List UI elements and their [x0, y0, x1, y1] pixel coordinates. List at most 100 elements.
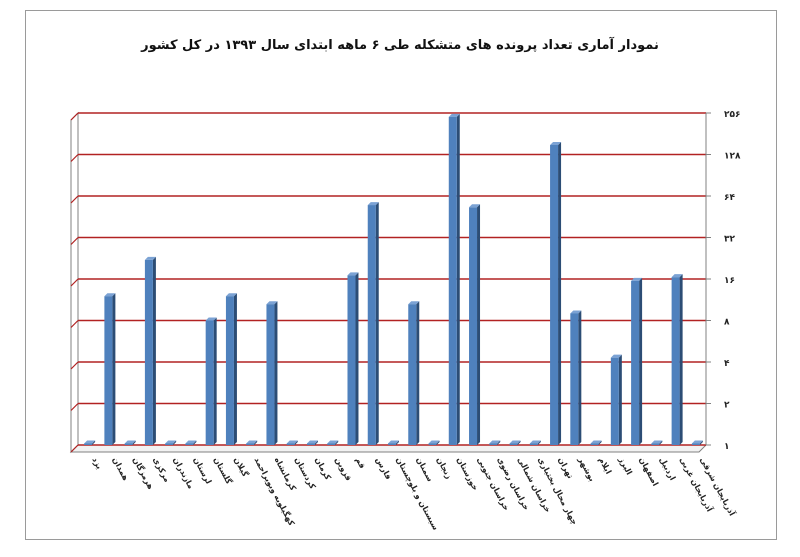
bar-front	[529, 443, 538, 445]
bar-top	[489, 440, 501, 444]
bar	[448, 113, 460, 445]
bar-top	[671, 274, 683, 278]
bar-top	[165, 440, 177, 444]
bar-front	[185, 443, 194, 445]
bar-top	[205, 317, 217, 321]
bar-top	[428, 440, 440, 444]
bar-front	[347, 275, 356, 445]
bar	[428, 440, 440, 445]
bar-front	[327, 443, 336, 445]
y-tick-label: ۱۶	[724, 276, 735, 286]
bar-front	[550, 145, 559, 445]
bar	[286, 440, 298, 445]
bar-side	[92, 440, 96, 445]
x-tick-label: قزوین	[333, 456, 353, 483]
bar-front	[246, 443, 255, 445]
bar	[550, 142, 562, 445]
bar-front	[306, 443, 315, 445]
bar-front	[367, 205, 376, 445]
bar	[590, 440, 602, 445]
bar-top	[266, 301, 278, 305]
bar-side	[598, 440, 602, 445]
bar-side	[497, 440, 501, 445]
bar-side	[639, 277, 643, 445]
bar	[388, 440, 399, 445]
bar	[205, 317, 217, 445]
bar-top	[144, 256, 156, 260]
bar	[509, 440, 521, 445]
bar-top	[570, 310, 582, 314]
x-tick-label: گلستان	[212, 455, 235, 486]
x-tick-label: اصفهان	[637, 456, 660, 488]
y-tick-label: ۲۵۶	[724, 110, 740, 120]
bar-side	[193, 440, 197, 445]
y-tick-label: ۳۲	[724, 235, 735, 245]
bar-side	[537, 440, 541, 445]
bar-side	[355, 272, 359, 445]
bar-top	[388, 440, 399, 444]
bar	[266, 301, 278, 445]
chart-title: نمودار آماری تعداد پرونده های متشکله طی …	[141, 38, 659, 53]
bar	[529, 440, 541, 445]
x-tick-label: فارس	[373, 456, 393, 482]
x-tick-label: مرکزی	[151, 456, 172, 484]
y-tick-label: ۴	[724, 359, 730, 369]
floor	[69, 444, 708, 453]
bars	[84, 113, 703, 445]
bar-side	[517, 440, 521, 445]
bar-top	[246, 440, 258, 444]
bar-front	[124, 443, 133, 445]
bar-side	[558, 142, 562, 445]
bar-side	[456, 113, 460, 445]
bar	[165, 440, 177, 445]
bar	[651, 440, 663, 445]
gridline-side	[70, 237, 79, 245]
bar-front	[448, 116, 457, 445]
bar-top	[529, 440, 541, 444]
bar-front	[408, 304, 417, 445]
x-tick-label: لرستان	[192, 456, 214, 486]
bar-front	[651, 443, 660, 445]
bar-top	[610, 354, 622, 358]
bar-front	[631, 280, 640, 445]
bar-top	[347, 272, 359, 276]
bar-top	[408, 301, 420, 305]
gridline-side	[70, 154, 79, 162]
bar-front	[144, 259, 153, 445]
bar-front	[469, 207, 478, 445]
bar-side	[659, 440, 663, 445]
bar	[144, 256, 156, 445]
bar-side	[314, 440, 318, 445]
bar	[225, 293, 237, 445]
bar-side	[132, 440, 136, 445]
bar	[367, 202, 379, 445]
bar-side	[294, 440, 298, 445]
bar-top	[469, 204, 481, 208]
bar-side	[233, 293, 237, 445]
x-tick-label: البرز	[617, 455, 634, 477]
bar	[327, 440, 339, 445]
bar-side	[173, 440, 177, 445]
bar-top	[104, 293, 116, 297]
bar-top	[631, 277, 643, 281]
bar-front	[489, 443, 498, 445]
bar	[84, 440, 96, 445]
bar-side	[618, 354, 622, 445]
x-tick-label: اردبیل	[658, 456, 678, 482]
bar	[124, 440, 136, 445]
bar-top	[124, 440, 136, 444]
y-tick-label: ۲	[724, 401, 730, 411]
bar-front	[388, 443, 396, 445]
bar-top	[448, 113, 460, 117]
bar	[610, 354, 622, 445]
bar-front	[691, 443, 700, 445]
gridline-side	[70, 112, 79, 121]
bar-front	[509, 443, 518, 445]
y-tick-label: ۶۴	[724, 193, 735, 203]
bar-top	[550, 142, 562, 146]
bar-side	[396, 440, 399, 445]
bar-front	[570, 313, 579, 445]
bar-side	[578, 310, 582, 445]
